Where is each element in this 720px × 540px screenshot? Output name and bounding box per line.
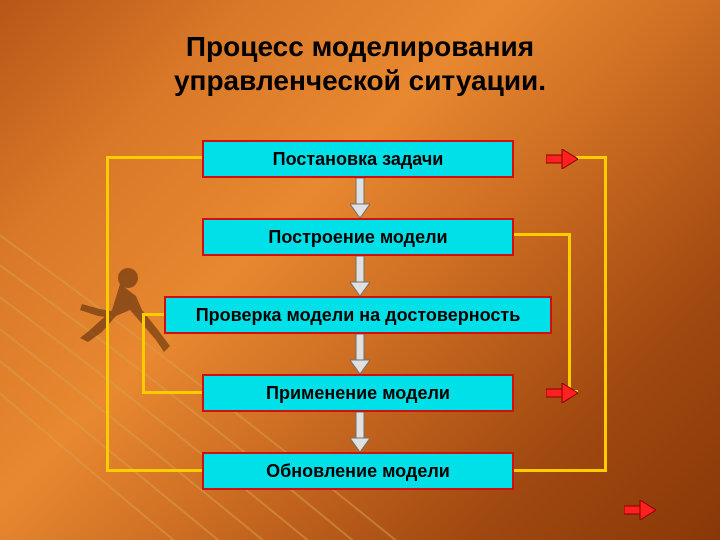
feedback-line-right-outer-h1 bbox=[576, 156, 604, 159]
box-label: Постановка задачи bbox=[273, 149, 444, 170]
corner-red-arrow bbox=[624, 500, 646, 518]
box-label: Проверка модели на достоверность bbox=[196, 305, 521, 326]
feedback-line-right-inner-h2 bbox=[514, 233, 571, 236]
feedback-line-right-inner-v bbox=[568, 233, 571, 393]
box-label: Построение модели bbox=[268, 227, 447, 248]
flowchart-box-1: Постановка задачи bbox=[202, 140, 514, 178]
flowchart-box-5: Обновление модели bbox=[202, 452, 514, 490]
feedback-line-left-outer-h2 bbox=[106, 156, 202, 159]
feedback-line-right-outer-v bbox=[604, 156, 607, 472]
box-label: Обновление модели bbox=[266, 461, 450, 482]
feedback-line-left-outer-h1 bbox=[106, 469, 202, 472]
slide-title: Процесс моделирования управленческой сит… bbox=[0, 30, 720, 97]
flowchart-box-2: Построение модели bbox=[202, 218, 514, 256]
feedback-line-right-outer-h2 bbox=[514, 469, 607, 472]
feedback-line-left-inner-h2 bbox=[142, 313, 164, 316]
feedback-line-left-inner-v bbox=[142, 313, 145, 394]
red-arrow-2 bbox=[546, 383, 578, 403]
feedback-line-left-outer-v bbox=[106, 156, 109, 472]
feedback-line-left-inner-h1 bbox=[142, 391, 202, 394]
flowchart-box-3: Проверка модели на достоверность bbox=[164, 296, 552, 334]
box-label: Применение модели bbox=[266, 383, 450, 404]
title-line-2: управленческой ситуации. bbox=[174, 65, 546, 96]
flowchart-box-4: Применение модели bbox=[202, 374, 514, 412]
red-arrow-1 bbox=[546, 149, 578, 169]
title-line-1: Процесс моделирования bbox=[186, 31, 534, 62]
